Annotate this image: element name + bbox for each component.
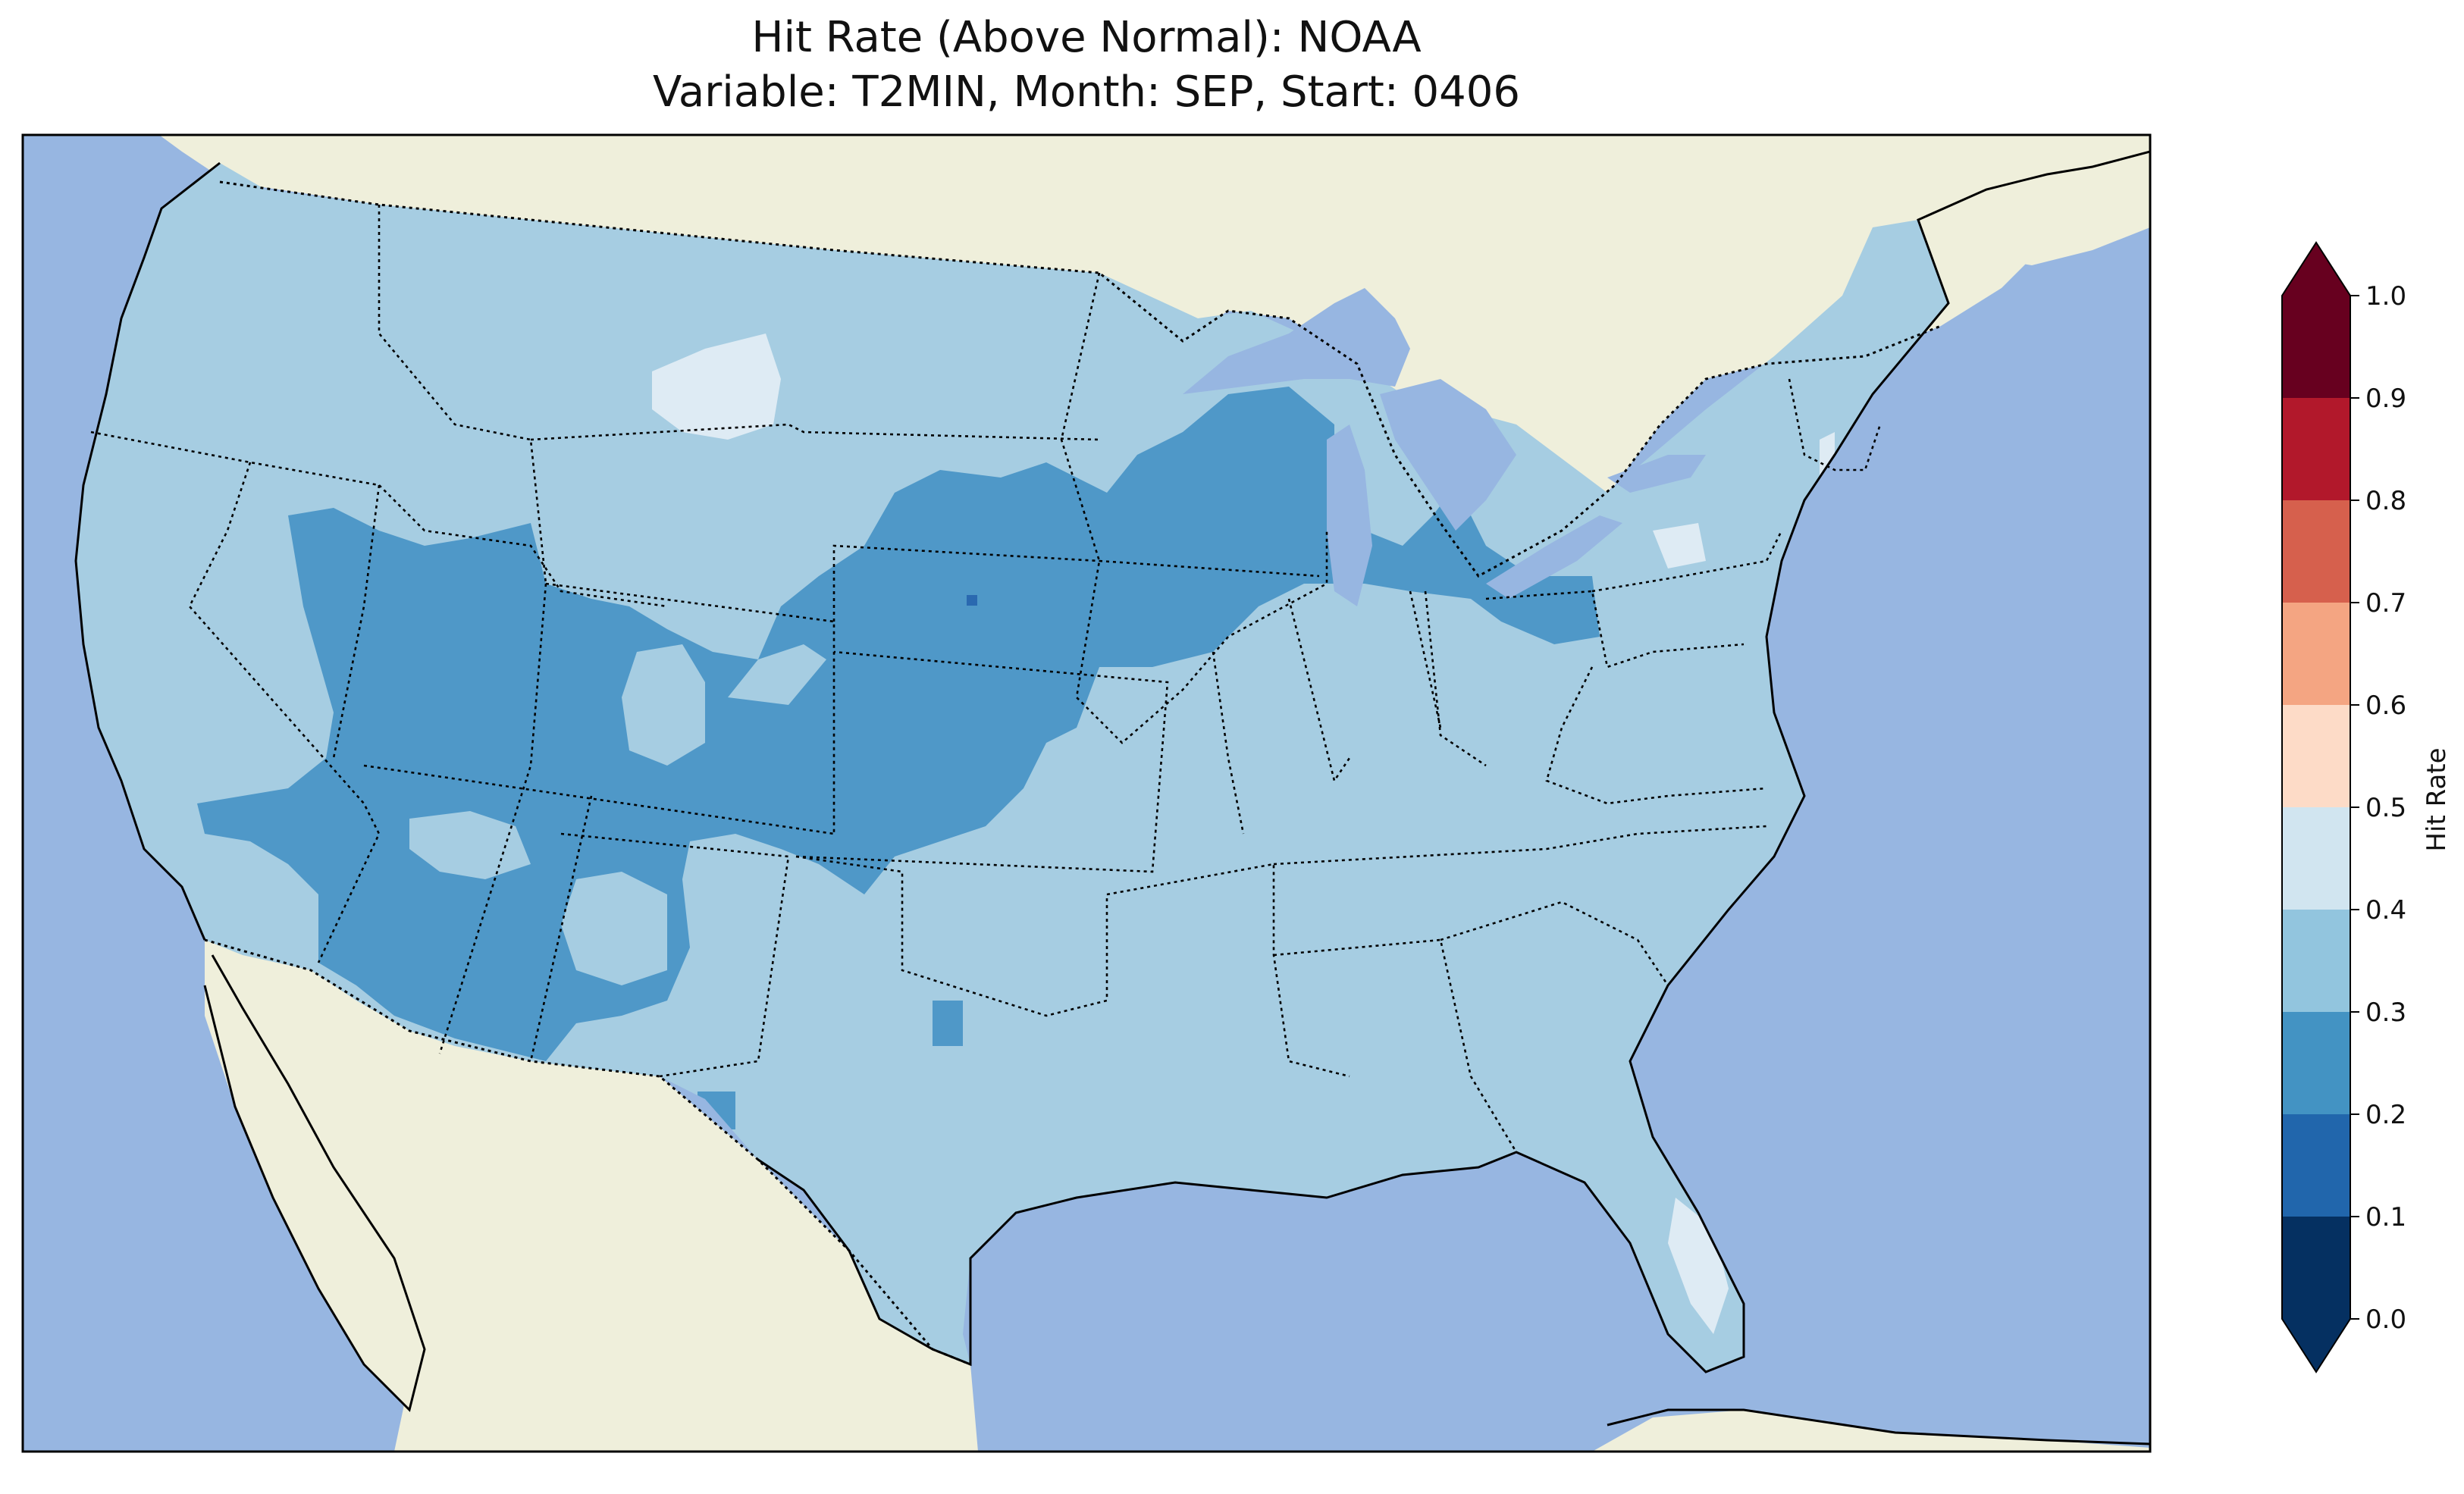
colorbar-tick-label: 0.5 bbox=[2365, 793, 2406, 823]
colorbar-bin-6 bbox=[2282, 603, 2350, 705]
colorbar-tick-label: 0.9 bbox=[2365, 384, 2406, 414]
map-frame bbox=[21, 133, 2152, 1453]
lake-superior bbox=[1183, 288, 1410, 394]
hit-rate-field-pocket-utah bbox=[622, 644, 705, 766]
colorbar-outline bbox=[2281, 241, 2351, 1373]
baja-land bbox=[205, 940, 425, 1410]
hit-rate-field-low-west bbox=[197, 387, 1600, 1061]
colorbar-bin-4 bbox=[2282, 807, 2350, 910]
hit-rate-field-lowest-cell bbox=[967, 595, 977, 606]
colorbar-bin-5 bbox=[2282, 705, 2350, 807]
great-lakes bbox=[1183, 288, 1706, 606]
hit-rate-field-low-oklahoma bbox=[933, 1001, 963, 1046]
lake-huron bbox=[1380, 379, 1516, 531]
hit-rate-field-pocket-colorado bbox=[728, 644, 826, 705]
colorbar-bin-0 bbox=[2282, 1217, 2350, 1319]
colorbar-tick-label: 0.1 bbox=[2365, 1202, 2406, 1232]
hit-rate-field-high-montana bbox=[652, 334, 781, 440]
colorbar-bin-8 bbox=[2282, 398, 2350, 500]
colorbar-tick-label: 0.3 bbox=[2365, 998, 2406, 1028]
baja-coastline bbox=[203, 954, 426, 1412]
colorbar-extend-under bbox=[2282, 1319, 2350, 1372]
yucatan-land bbox=[1592, 1410, 2150, 1452]
state-boundaries bbox=[90, 205, 1882, 1153]
hit-rate-field-pocket-nm bbox=[561, 872, 667, 985]
colorbar-bin-9 bbox=[2282, 296, 2350, 398]
caribbean-coastline bbox=[1607, 1408, 2150, 1445]
map-title-line-2: Variable: T2MIN, Month: SEP, Start: 0406 bbox=[652, 67, 1521, 117]
hit-rate-field-high-ny bbox=[1653, 523, 1706, 568]
maritime-land bbox=[1971, 174, 2150, 265]
colorbar-extend-over bbox=[2282, 243, 2350, 296]
us-coastline bbox=[74, 150, 2150, 1373]
conus-hit-rate-map bbox=[21, 133, 2152, 1453]
map-title-line-1: Hit Rate (Above Normal): NOAA bbox=[751, 13, 1422, 62]
colorbar-bin-7 bbox=[2282, 500, 2350, 603]
colorbar-tick-label: 0.2 bbox=[2365, 1100, 2406, 1130]
lake-erie bbox=[1486, 515, 1622, 599]
colorbar-tick-label: 0.6 bbox=[2365, 691, 2406, 721]
hit-rate-field-pocket-arizona bbox=[409, 811, 531, 879]
colorbar-tick-label: 0.4 bbox=[2365, 895, 2406, 926]
colorbar-tick-label: 0.7 bbox=[2365, 588, 2406, 619]
colorbar-tick-label: 1.0 bbox=[2365, 281, 2406, 312]
colorbar-bin-2 bbox=[2282, 1012, 2350, 1114]
canada-land bbox=[159, 135, 2150, 576]
canada-us-border bbox=[219, 180, 1942, 578]
colorbar-bin-3 bbox=[2282, 910, 2350, 1012]
colorbar-bin-1 bbox=[2282, 1114, 2350, 1217]
colorbar-tick-label: 0.8 bbox=[2365, 486, 2406, 516]
colorbar-tick-label: 0.0 bbox=[2365, 1305, 2406, 1335]
colorbar-label: Hit Rate bbox=[2422, 747, 2452, 851]
lake-ontario bbox=[1607, 455, 1706, 493]
lake-michigan bbox=[1327, 424, 1372, 606]
